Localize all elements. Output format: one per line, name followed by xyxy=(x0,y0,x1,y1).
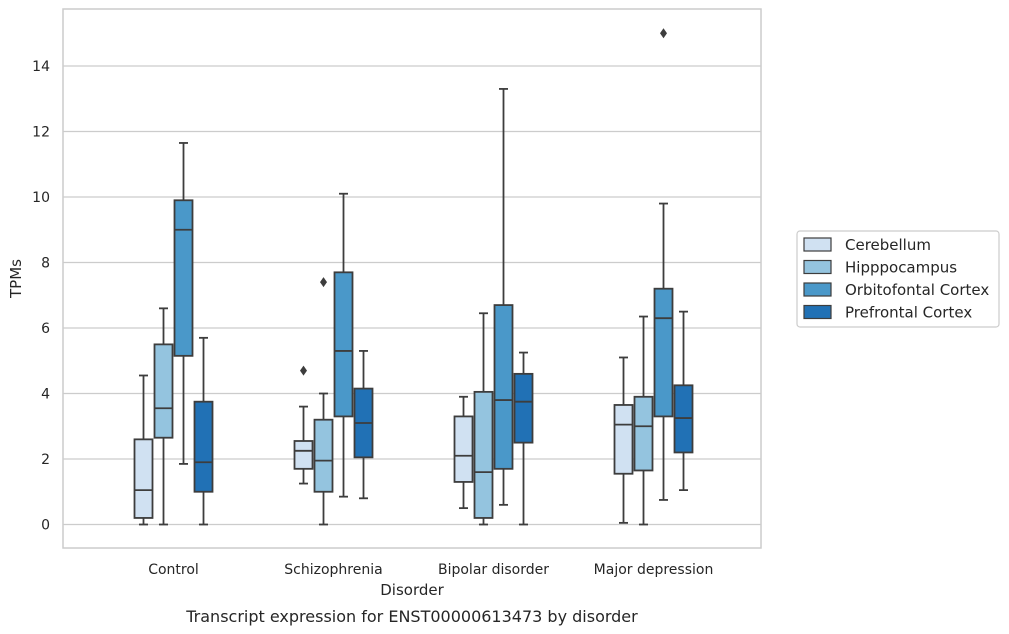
y-tick-label: 0 xyxy=(41,518,50,534)
y-tick-label: 4 xyxy=(41,387,50,403)
y-tick-label: 14 xyxy=(32,59,50,75)
box-iqr xyxy=(513,372,534,444)
y-tick-label: 10 xyxy=(32,190,50,206)
legend-swatch xyxy=(803,304,832,320)
x-tick-label: Bipolar disorder xyxy=(438,562,549,578)
box-iqr xyxy=(633,395,654,472)
box-iqr xyxy=(313,418,334,493)
box-group xyxy=(453,88,534,526)
box-iqr xyxy=(333,271,354,418)
x-axis-label: Disorder xyxy=(380,581,444,599)
y-tick-label: 6 xyxy=(41,321,50,337)
outlier-point xyxy=(300,365,307,376)
box-iqr xyxy=(293,440,314,470)
box-iqr xyxy=(173,199,194,357)
x-axis-ticks: Control Schizophrenia Bipolar disorder Majo… xyxy=(148,562,713,578)
legend-frame xyxy=(796,230,1000,328)
box-group xyxy=(613,28,694,526)
legend-swatch xyxy=(803,259,832,275)
y-tick-label: 8 xyxy=(41,256,50,272)
legend-label: Cerebellum xyxy=(845,236,931,254)
outlier-point xyxy=(320,277,327,288)
legend-label: Orbitofontal Cortex xyxy=(845,281,989,299)
plot-frame xyxy=(62,8,762,549)
box-iqr xyxy=(193,400,214,493)
legend: Cerebellum Hipppocampus Orbitofontal Corte… xyxy=(796,230,1000,328)
box-group xyxy=(293,192,374,526)
box-iqr xyxy=(133,438,154,519)
box-iqr xyxy=(653,287,674,418)
chart-caption: Transcript expression for ENST0000061347… xyxy=(185,607,638,626)
x-tick-label: Control xyxy=(148,562,199,578)
outlier-point xyxy=(660,28,667,39)
legend-label: Prefrontal Cortex xyxy=(845,304,972,322)
box-iqr xyxy=(473,390,494,519)
box-iqr xyxy=(453,415,474,483)
box-iqr xyxy=(493,304,514,470)
box-iqr xyxy=(613,404,634,475)
y-tick-label: 12 xyxy=(32,125,50,141)
y-axis-ticks: 0 2 4 6 8 10 12 14 xyxy=(32,59,50,534)
y-axis-label: TPMs xyxy=(7,259,25,299)
legend-label: Hipppocampus xyxy=(845,259,957,277)
y-tick-label: 2 xyxy=(41,452,50,468)
x-tick-label: Schizophrenia xyxy=(284,562,382,578)
x-tick-label: Major depression xyxy=(594,562,714,578)
legend-swatch xyxy=(803,282,832,297)
legend-swatch xyxy=(803,237,832,252)
box-iqr xyxy=(153,343,174,439)
box-group xyxy=(133,142,214,526)
box-groups xyxy=(133,28,694,526)
